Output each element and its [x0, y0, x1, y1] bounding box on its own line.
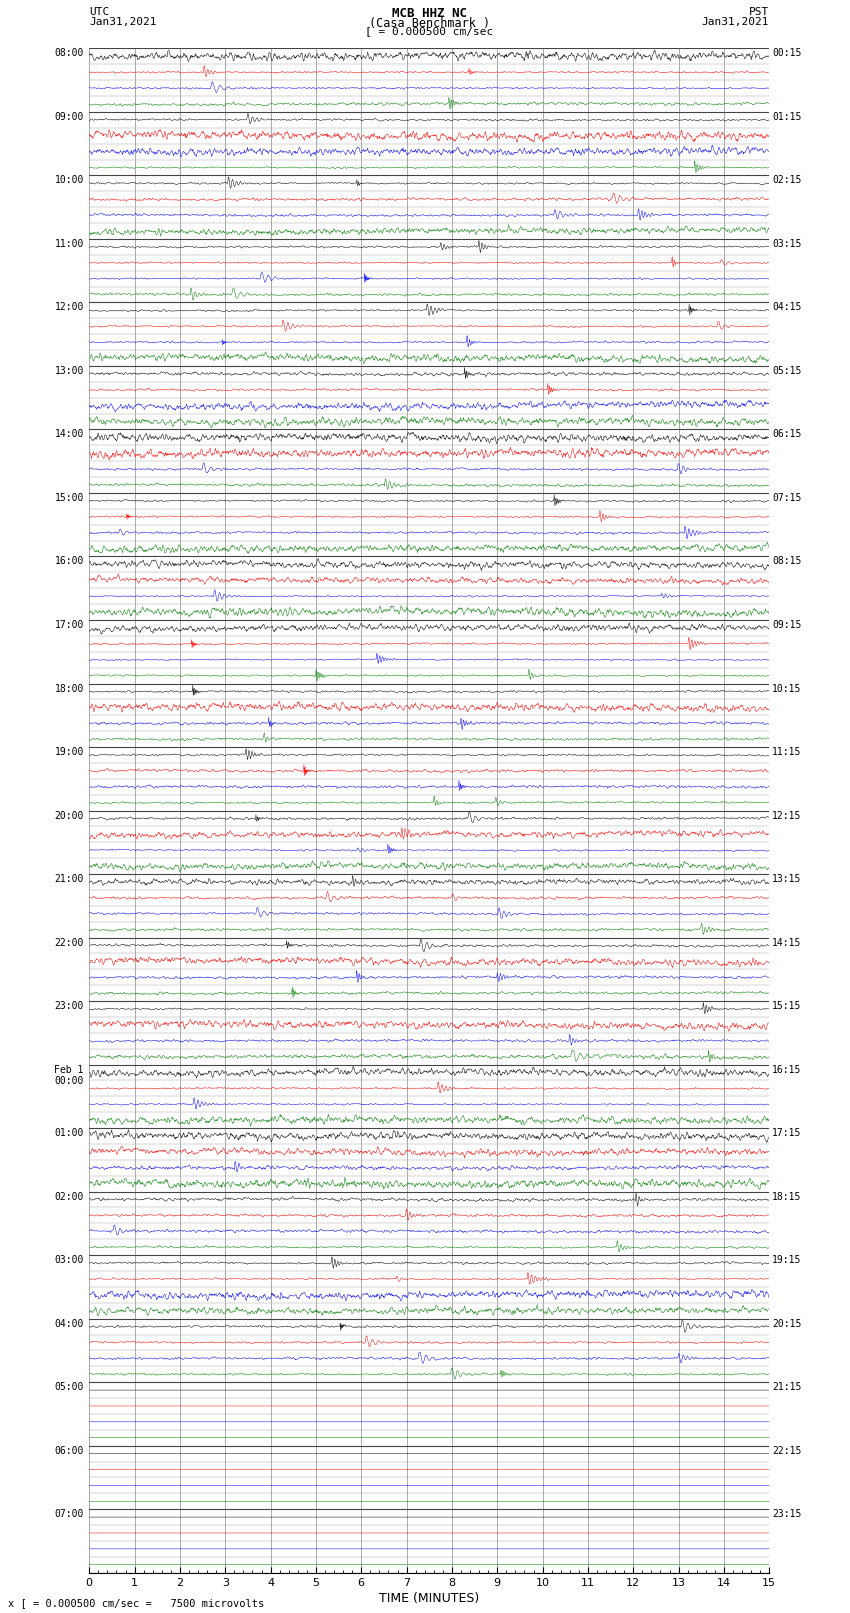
- Text: 02:00: 02:00: [54, 1192, 84, 1202]
- Text: 21:00: 21:00: [54, 874, 84, 884]
- Text: 18:15: 18:15: [772, 1192, 802, 1202]
- Text: [ = 0.000500 cm/sec: [ = 0.000500 cm/sec: [366, 26, 493, 35]
- Text: 17:15: 17:15: [772, 1127, 802, 1139]
- Text: 06:15: 06:15: [772, 429, 802, 439]
- Text: 02:15: 02:15: [772, 176, 802, 185]
- Text: PST: PST: [749, 6, 769, 18]
- Text: 09:15: 09:15: [772, 619, 802, 631]
- Text: 10:00: 10:00: [54, 176, 84, 185]
- Text: 20:15: 20:15: [772, 1318, 802, 1329]
- Text: 07:00: 07:00: [54, 1510, 84, 1519]
- Text: 05:15: 05:15: [772, 366, 802, 376]
- Text: 11:00: 11:00: [54, 239, 84, 248]
- Text: 15:15: 15:15: [772, 1002, 802, 1011]
- Text: 01:00: 01:00: [54, 1127, 84, 1139]
- Text: 20:00: 20:00: [54, 811, 84, 821]
- Text: 21:15: 21:15: [772, 1382, 802, 1392]
- Text: 05:00: 05:00: [54, 1382, 84, 1392]
- Text: 18:00: 18:00: [54, 684, 84, 694]
- Text: 22:00: 22:00: [54, 937, 84, 947]
- Text: 07:15: 07:15: [772, 494, 802, 503]
- Text: 22:15: 22:15: [772, 1445, 802, 1455]
- Text: 12:15: 12:15: [772, 811, 802, 821]
- Text: Feb 1
00:00: Feb 1 00:00: [54, 1065, 84, 1086]
- Text: 13:00: 13:00: [54, 366, 84, 376]
- Text: 11:15: 11:15: [772, 747, 802, 756]
- Text: 13:15: 13:15: [772, 874, 802, 884]
- Text: 23:00: 23:00: [54, 1002, 84, 1011]
- Text: x [ = 0.000500 cm/sec =   7500 microvolts: x [ = 0.000500 cm/sec = 7500 microvolts: [8, 1598, 264, 1608]
- Text: Jan31,2021: Jan31,2021: [702, 18, 769, 27]
- Text: 16:00: 16:00: [54, 556, 84, 566]
- Text: 12:00: 12:00: [54, 303, 84, 313]
- X-axis label: TIME (MINUTES): TIME (MINUTES): [379, 1592, 479, 1605]
- Text: 19:00: 19:00: [54, 747, 84, 756]
- Text: 00:15: 00:15: [772, 48, 802, 58]
- Text: 08:15: 08:15: [772, 556, 802, 566]
- Text: 15:00: 15:00: [54, 494, 84, 503]
- Text: 14:15: 14:15: [772, 937, 802, 947]
- Text: 09:00: 09:00: [54, 111, 84, 123]
- Text: 23:15: 23:15: [772, 1510, 802, 1519]
- Text: 06:00: 06:00: [54, 1445, 84, 1455]
- Text: 08:00: 08:00: [54, 48, 84, 58]
- Text: 04:00: 04:00: [54, 1318, 84, 1329]
- Text: 04:15: 04:15: [772, 303, 802, 313]
- Text: 19:15: 19:15: [772, 1255, 802, 1265]
- Text: 03:15: 03:15: [772, 239, 802, 248]
- Text: Jan31,2021: Jan31,2021: [89, 18, 156, 27]
- Text: 17:00: 17:00: [54, 619, 84, 631]
- Text: 03:00: 03:00: [54, 1255, 84, 1265]
- Text: UTC: UTC: [89, 6, 110, 18]
- Text: 01:15: 01:15: [772, 111, 802, 123]
- Text: MCB HHZ NC: MCB HHZ NC: [392, 6, 467, 21]
- Text: 14:00: 14:00: [54, 429, 84, 439]
- Text: 10:15: 10:15: [772, 684, 802, 694]
- Text: (Casa Benchmark ): (Casa Benchmark ): [369, 18, 490, 31]
- Text: 16:15: 16:15: [772, 1065, 802, 1074]
